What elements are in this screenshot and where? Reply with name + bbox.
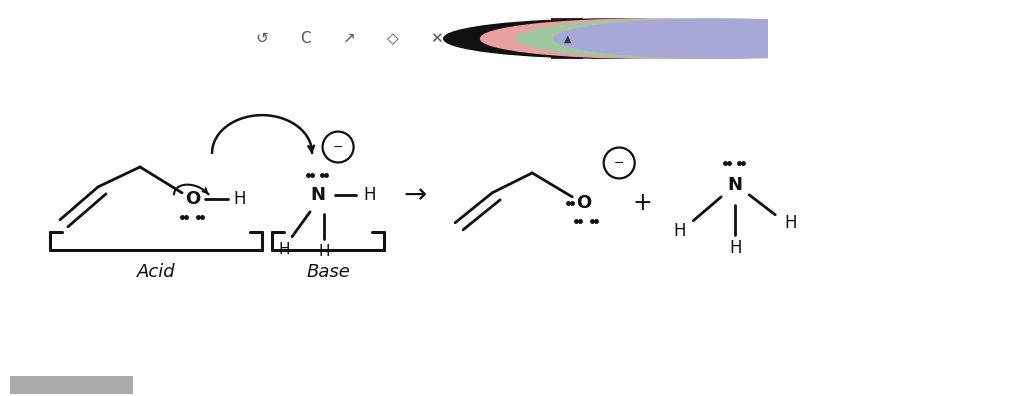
Text: →: → <box>403 181 427 209</box>
Text: ✕: ✕ <box>430 31 443 46</box>
FancyBboxPatch shape <box>552 19 583 58</box>
Text: Acid: Acid <box>137 263 175 281</box>
Text: H: H <box>318 244 330 259</box>
Text: −: − <box>333 141 343 154</box>
Text: N: N <box>310 186 326 204</box>
Text: H: H <box>279 242 290 257</box>
Text: ↺: ↺ <box>255 31 268 46</box>
Text: H: H <box>233 190 247 208</box>
Text: Base: Base <box>306 263 350 281</box>
Circle shape <box>554 19 892 58</box>
Text: /: / <box>477 31 482 46</box>
Text: H: H <box>784 214 797 232</box>
Text: N: N <box>728 176 742 194</box>
FancyBboxPatch shape <box>10 376 133 394</box>
Text: −: − <box>614 156 625 169</box>
Text: O: O <box>577 194 592 212</box>
Text: O: O <box>185 190 201 208</box>
Text: H: H <box>673 222 685 240</box>
Circle shape <box>480 19 818 58</box>
Text: ▲: ▲ <box>564 34 571 44</box>
Text: ↗: ↗ <box>343 31 355 46</box>
Text: H: H <box>364 186 377 204</box>
Text: ◇: ◇ <box>387 31 398 46</box>
Text: +: + <box>633 191 652 215</box>
Circle shape <box>517 19 855 58</box>
Text: A: A <box>519 31 529 46</box>
Text: C: C <box>300 31 310 46</box>
Circle shape <box>443 19 781 58</box>
Text: H: H <box>729 239 741 257</box>
